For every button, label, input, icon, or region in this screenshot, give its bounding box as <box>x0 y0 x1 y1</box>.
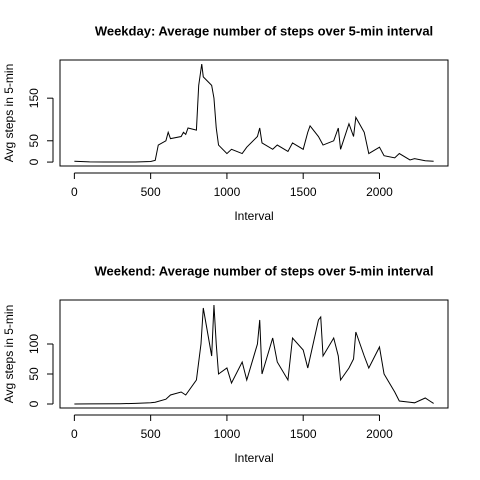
x-tick-label: 0 <box>71 185 78 199</box>
x-axis-title: Interval <box>234 451 273 465</box>
y-tick-label: 150 <box>27 88 41 108</box>
x-tick-label: 2000 <box>366 427 393 441</box>
y-axis-title: Avg steps in 5-min <box>2 64 16 163</box>
y-tick-label: 100 <box>27 334 41 354</box>
plot-box <box>59 59 449 167</box>
y-axis-title: Avg steps in 5-min <box>2 305 16 404</box>
x-axis-title: Interval <box>234 209 273 223</box>
x-tick-label: 500 <box>141 185 161 199</box>
x-tick-label: 1000 <box>214 427 241 441</box>
x-tick-label: 1500 <box>290 185 317 199</box>
y-tick-label: 50 <box>27 134 41 148</box>
plot-box <box>59 299 449 409</box>
x-tick-label: 1500 <box>290 427 317 441</box>
x-tick-label: 2000 <box>366 185 393 199</box>
x-tick-label: 0 <box>71 427 78 441</box>
x-tick-label: 1000 <box>214 185 241 199</box>
chart-title: Weekend: Average number of steps over 5-… <box>94 263 433 278</box>
y-tick-label: 0 <box>27 158 41 165</box>
chart-title: Weekday: Average number of steps over 5-… <box>95 23 433 38</box>
line <box>74 304 434 405</box>
y-tick-label: 0 <box>27 400 41 407</box>
x-tick-label: 500 <box>141 427 161 441</box>
y-tick-label: 50 <box>27 367 41 381</box>
line <box>74 64 434 163</box>
